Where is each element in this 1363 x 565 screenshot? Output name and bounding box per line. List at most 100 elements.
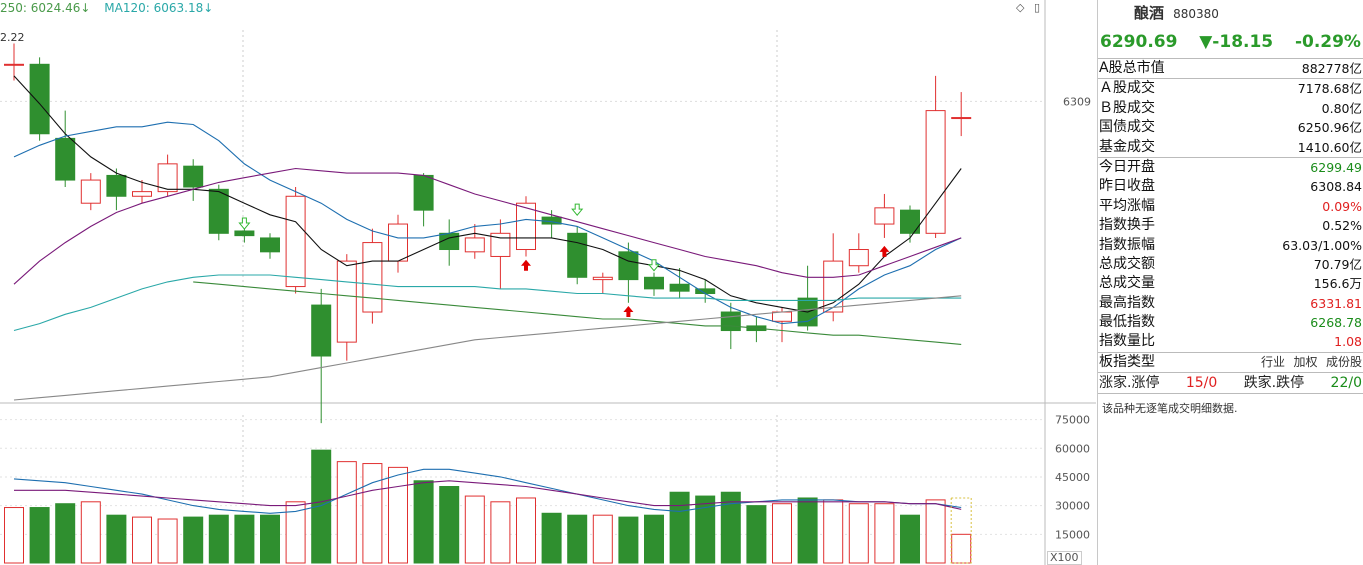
volume-bar[interactable] (567, 514, 588, 564)
diamond-icon[interactable]: ◇ (1016, 1, 1025, 14)
volume-bar[interactable] (132, 516, 152, 564)
volume-bar[interactable] (516, 497, 536, 564)
candle-body[interactable] (413, 174, 434, 211)
candle-body[interactable] (157, 163, 178, 193)
volume-bar[interactable] (592, 514, 613, 564)
volume-bar[interactable] (772, 503, 792, 564)
candle-body[interactable] (388, 223, 408, 262)
candle-body[interactable] (720, 311, 741, 332)
kline-chart-svg[interactable]: 6309 75000 60000 45000 30000 15000 (0, 0, 1096, 565)
candle-body[interactable] (80, 179, 101, 204)
ma-legend: 250: 6024.46↓ MA120: 6063.18↓ (0, 0, 223, 16)
volume-bar[interactable] (208, 514, 229, 564)
volume-bar[interactable] (644, 514, 664, 564)
candle-body[interactable] (260, 237, 280, 253)
candle-body[interactable] (618, 251, 639, 281)
volume-bar[interactable] (541, 512, 562, 564)
candle-body[interactable] (669, 283, 690, 292)
volume-bar[interactable] (55, 503, 76, 564)
volume-bar[interactable] (260, 514, 280, 564)
volume-bar[interactable] (874, 503, 895, 564)
volume-bar[interactable] (951, 533, 972, 564)
candle-body[interactable] (874, 207, 895, 225)
candle-body[interactable] (925, 110, 946, 234)
candle-body[interactable] (464, 237, 485, 253)
candle-body[interactable] (900, 209, 920, 234)
index-stat-row: 平均涨幅 0.09% (1098, 197, 1363, 216)
volume-bar[interactable] (720, 491, 741, 564)
volume-bar[interactable] (285, 501, 306, 564)
index-stat-value: 6268.78 (1310, 315, 1362, 331)
candle-body[interactable] (4, 63, 24, 66)
volume-bar[interactable] (848, 503, 869, 564)
volume-bar[interactable] (29, 507, 50, 564)
volume-bar[interactable] (183, 516, 204, 564)
buy-arrow-icon (623, 306, 634, 318)
volume-axis-label: 45000 (1055, 471, 1090, 484)
volume-bar[interactable] (797, 497, 818, 564)
volume-bar[interactable] (4, 507, 24, 564)
board-type-industry[interactable]: 行业 (1261, 354, 1286, 369)
volume-bar[interactable] (388, 466, 408, 564)
candle-body[interactable] (951, 117, 972, 120)
candle-body[interactable] (772, 311, 792, 322)
candle-body[interactable] (208, 188, 229, 234)
candle-body[interactable] (362, 242, 383, 313)
index-stat-value: 6331.81 (1310, 295, 1362, 311)
candle-body[interactable] (234, 230, 255, 237)
candle-body[interactable] (29, 63, 50, 135)
volume-axis-label: 15000 (1055, 528, 1090, 541)
up-value: 15/0 (1185, 375, 1218, 392)
candle-body[interactable] (132, 191, 152, 197)
volume-bar[interactable] (234, 514, 255, 564)
candle-body[interactable] (592, 276, 613, 281)
panel-toggle-icon[interactable]: ▯ (1033, 1, 1041, 14)
volume-bar[interactable] (695, 495, 716, 564)
volume-bar[interactable] (413, 480, 434, 564)
index-stat-label: 昨日收盘 (1099, 178, 1155, 195)
candle-body[interactable] (490, 232, 511, 257)
volume-bar[interactable] (669, 491, 690, 564)
volume-bar[interactable] (80, 501, 101, 564)
ma-line (13, 121, 962, 325)
volume-bar[interactable] (618, 516, 639, 564)
volume-ma-line (14, 480, 962, 510)
volume-bar[interactable] (490, 501, 511, 564)
index-stat-value: 0.52% (1322, 218, 1362, 234)
candle-body[interactable] (848, 249, 869, 267)
volume-bar[interactable] (157, 518, 178, 564)
candle-body[interactable] (183, 165, 204, 188)
volume-bar[interactable] (900, 514, 920, 564)
index-stat-value: 156.6万 (1313, 276, 1362, 292)
volume-bar[interactable] (336, 461, 357, 564)
volume-bar[interactable] (106, 514, 127, 564)
index-stat-value: 6308.84 (1310, 179, 1362, 195)
turnover-label: Ａ股成交 (1099, 80, 1155, 97)
volume-bar[interactable] (746, 505, 767, 564)
volume-axis-label: 30000 (1055, 500, 1090, 513)
candle-body[interactable] (644, 276, 664, 290)
volume-bar[interactable] (464, 495, 485, 564)
candle-body[interactable] (55, 137, 76, 181)
volume-bar[interactable] (439, 486, 460, 564)
candle-body[interactable] (106, 174, 127, 197)
volume-bar[interactable] (362, 463, 383, 564)
volume-bar[interactable] (925, 499, 946, 564)
candle-body[interactable] (823, 260, 844, 313)
index-stat-label: 指数换手 (1099, 217, 1155, 234)
ma-line (13, 75, 962, 313)
volume-bar[interactable] (823, 499, 844, 564)
ma-line (193, 281, 962, 345)
quote-panel: 酿酒 880380 6290.69 ▼-18.15 -0.29% A股总市值 8… (1097, 0, 1363, 565)
candle-body[interactable] (567, 232, 588, 278)
candle-body[interactable] (311, 304, 332, 357)
sell-arrow-icon (238, 217, 251, 230)
down-value: 22/0 (1330, 375, 1362, 392)
board-type-weighted[interactable]: 加权 (1293, 354, 1318, 369)
volume-bar[interactable] (311, 449, 332, 564)
candle-body[interactable] (285, 195, 306, 288)
index-name: 酿酒 (1134, 4, 1165, 22)
candle-body[interactable] (336, 260, 357, 343)
kline-chart-area[interactable]: 6309 75000 60000 45000 30000 15000 250: 6024.… (0, 0, 1096, 565)
board-type-constituents[interactable]: 成份股 (1325, 354, 1362, 369)
